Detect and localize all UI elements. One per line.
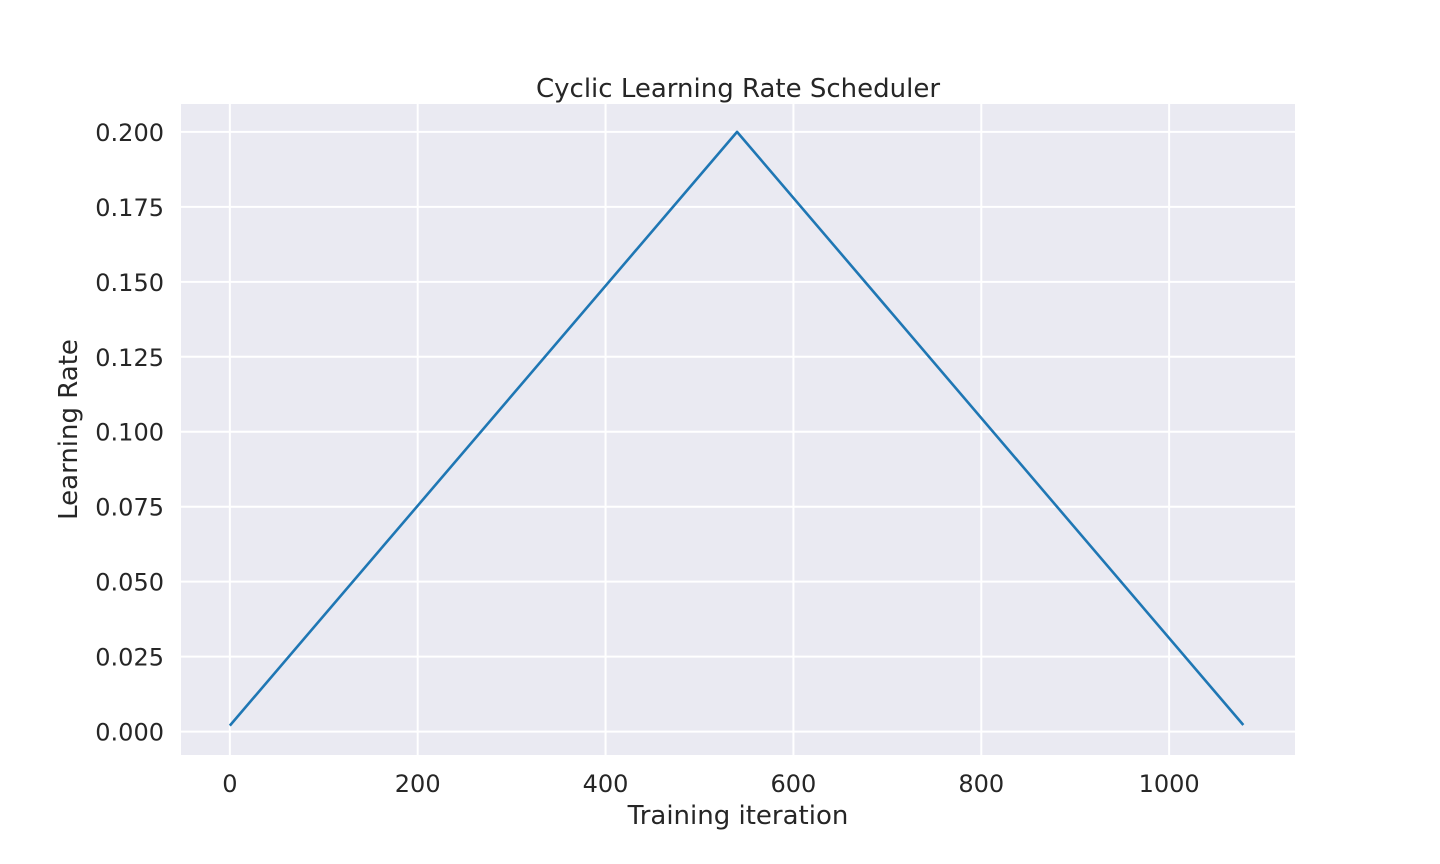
series-line bbox=[228, 130, 1245, 727]
y-tick-label: 0.200 bbox=[95, 119, 164, 147]
y-tick-label: 0.050 bbox=[95, 569, 164, 597]
series-layer bbox=[228, 130, 1245, 727]
x-tick-label: 1000 bbox=[1139, 770, 1200, 798]
x-tick-label: 0 bbox=[222, 770, 237, 798]
plot-area bbox=[181, 104, 1295, 755]
chart-title: Cyclic Learning Rate Scheduler bbox=[536, 74, 940, 104]
y-tick-label: 0.025 bbox=[95, 644, 164, 672]
y-tick-label: 0.175 bbox=[95, 194, 164, 222]
x-tick-labels: 0 200 400 600 800 1000 bbox=[222, 770, 1199, 798]
x-tick-label: 600 bbox=[771, 770, 817, 798]
x-tick-label: 400 bbox=[583, 770, 629, 798]
y-tick-label: 0.075 bbox=[95, 494, 164, 522]
x-tick-label: 200 bbox=[395, 770, 441, 798]
y-axis-title: Learning Rate bbox=[54, 339, 84, 520]
y-tick-label: 0.100 bbox=[95, 419, 164, 447]
x-axis-title: Training iteration bbox=[627, 801, 849, 831]
x-tick-label: 800 bbox=[958, 770, 1004, 798]
y-tick-labels: 0.000 0.025 0.050 0.075 0.100 0.125 0.150 0.175… bbox=[95, 119, 164, 747]
x-gridlines bbox=[228, 104, 1171, 755]
y-tick-label: 0.150 bbox=[95, 269, 164, 297]
y-tick-label: 0.125 bbox=[95, 344, 164, 372]
y-tick-label: 0.000 bbox=[95, 719, 164, 747]
